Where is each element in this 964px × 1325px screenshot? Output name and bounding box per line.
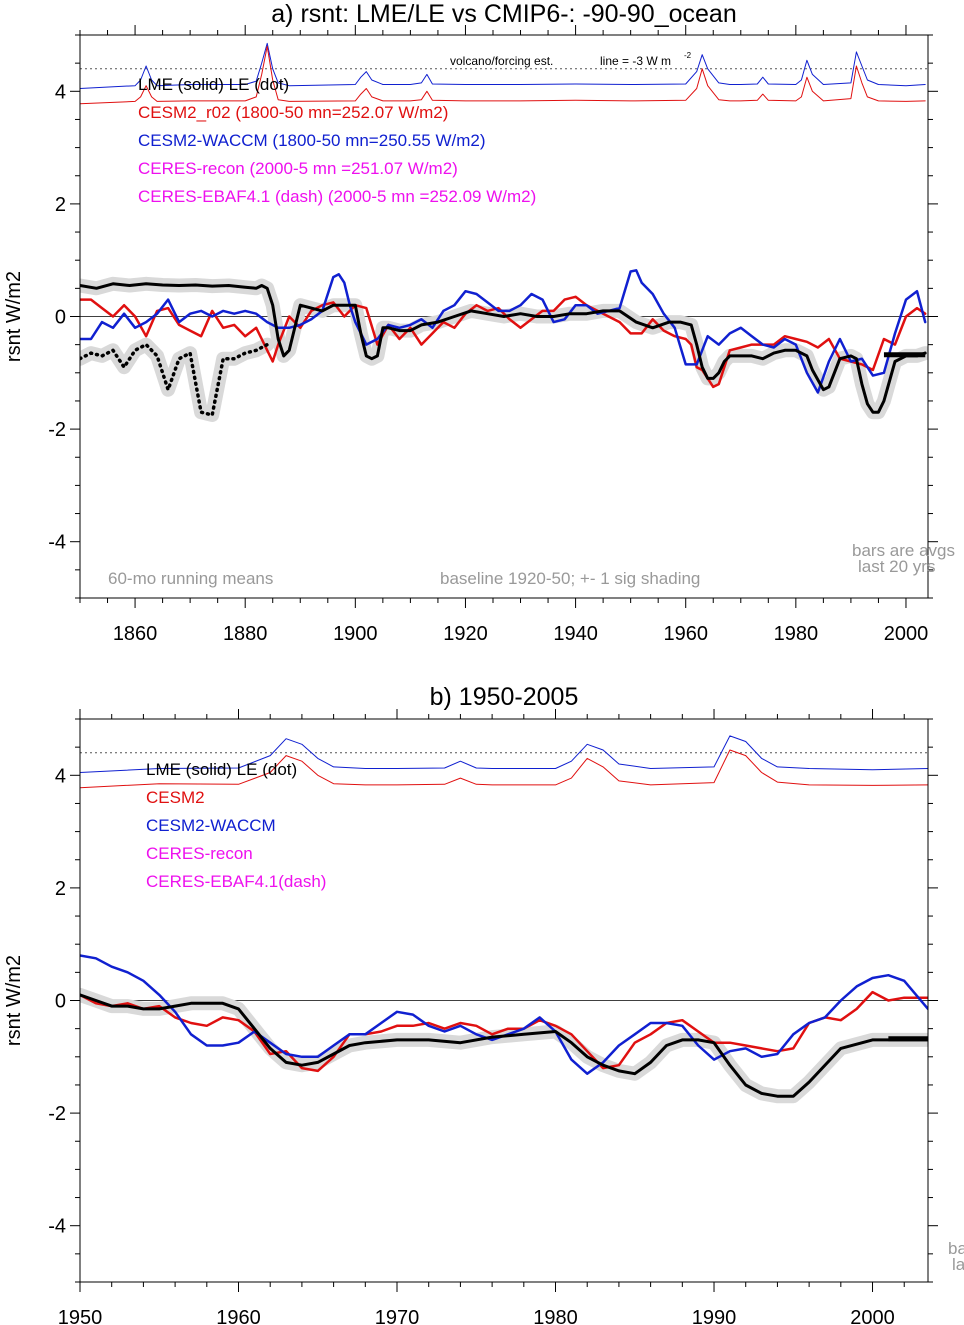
x-tick-label: 2000 bbox=[884, 623, 929, 645]
series-lme bbox=[80, 993, 928, 1098]
y-tick-label: 2 bbox=[55, 878, 66, 900]
x-tick-label: 1960 bbox=[663, 623, 708, 645]
y-tick-label: -2 bbox=[48, 1103, 66, 1125]
x-tick-label: 1900 bbox=[333, 623, 378, 645]
chart-title: a) rsnt: LME/LE vs CMIP6-: -90-90_ocean bbox=[271, 0, 736, 28]
annotation-bars2: la bbox=[952, 1255, 964, 1274]
annotation-volcano: volcano/forcing est. bbox=[450, 54, 553, 68]
legend-entry: CERES-recon bbox=[146, 844, 253, 863]
legend-entry: CESM2-WACCM bbox=[146, 816, 276, 835]
x-tick-label: 1990 bbox=[692, 1307, 737, 1325]
legend-entry: CERES-EBAF4.1 (dash) (2000-5 mn =252.09 … bbox=[138, 187, 536, 206]
series-forcing-waccm bbox=[80, 735, 928, 773]
y-tick-label: -4 bbox=[48, 1216, 66, 1238]
plot-area bbox=[80, 735, 928, 1104]
x-tick-label: 1970 bbox=[375, 1307, 420, 1325]
plot-area bbox=[80, 42, 928, 422]
series-cesm2-r02 bbox=[80, 295, 927, 389]
legend-entry: CERES-EBAF4.1(dash) bbox=[146, 872, 326, 891]
legend-entry: CESM2-WACCM (1800-50 mn=250.55 W/m2) bbox=[138, 131, 486, 150]
x-tick-label: 1860 bbox=[113, 623, 158, 645]
series-forcing-cesm2 bbox=[80, 45, 926, 105]
annotation-line-note: line = -3 W m bbox=[600, 54, 671, 68]
y-tick-label: 0 bbox=[55, 991, 66, 1013]
x-tick-label: 1980 bbox=[533, 1307, 578, 1325]
x-tick-label: 1950 bbox=[58, 1307, 103, 1325]
y-tick-label: 0 bbox=[55, 307, 66, 329]
annotation-running: 60-mo running means bbox=[108, 569, 273, 588]
y-tick-label: -2 bbox=[48, 419, 66, 441]
series-le bbox=[80, 342, 269, 417]
y-tick-label: 4 bbox=[55, 765, 66, 787]
y-tick-label: 4 bbox=[55, 81, 66, 103]
panel-a: a) rsnt: LME/LE vs CMIP6-: -90-90_oceanr… bbox=[3, 0, 955, 645]
panel-b: b) 1950-2005 rsnt W/m2 1950 1960 1970 1980 199… bbox=[3, 683, 964, 1325]
legend-entry: CESM2 bbox=[146, 788, 205, 807]
x-tick-label: 2000 bbox=[850, 1307, 895, 1325]
series-lme bbox=[80, 282, 927, 414]
legend-entry: LME (solid) LE (dot) bbox=[138, 75, 289, 94]
annotation-bars2: last 20 yrs bbox=[858, 557, 935, 576]
y-tick-label: -4 bbox=[48, 532, 66, 554]
y-tick-label: 2 bbox=[55, 194, 66, 216]
annotation-bars1: bars are avgs bbox=[852, 541, 955, 560]
y-axis-label: rsnt W/m2 bbox=[3, 955, 25, 1046]
x-tick-label: 1980 bbox=[774, 623, 819, 645]
x-tick-label: 1880 bbox=[223, 623, 268, 645]
y-axis-label: rsnt W/m2 bbox=[3, 271, 25, 362]
legend-entry: CERES-recon (2000-5 mn =251.07 W/m2) bbox=[138, 159, 458, 178]
x-tick-label: 1940 bbox=[553, 623, 598, 645]
legend-entry: LME (solid) LE (dot) bbox=[146, 760, 297, 779]
annotation-bars1: ba bbox=[948, 1239, 964, 1258]
series-cesm2-waccm bbox=[80, 954, 928, 1075]
annotation-baseline: baseline 1920-50; +- 1 sig shading bbox=[440, 569, 700, 588]
series-forcing-waccm bbox=[80, 42, 926, 89]
series-forcing-cesm2 bbox=[80, 749, 928, 789]
chart-title: b) 1950-2005 bbox=[430, 683, 579, 711]
x-tick-label: 1960 bbox=[216, 1307, 261, 1325]
series-cesm2-waccm bbox=[80, 269, 927, 394]
x-tick-label: 1920 bbox=[443, 623, 488, 645]
legend-entry: CESM2_r02 (1800-50 mn=252.07 W/m2) bbox=[138, 103, 448, 122]
annotation-line-sup: -2 bbox=[684, 51, 692, 60]
